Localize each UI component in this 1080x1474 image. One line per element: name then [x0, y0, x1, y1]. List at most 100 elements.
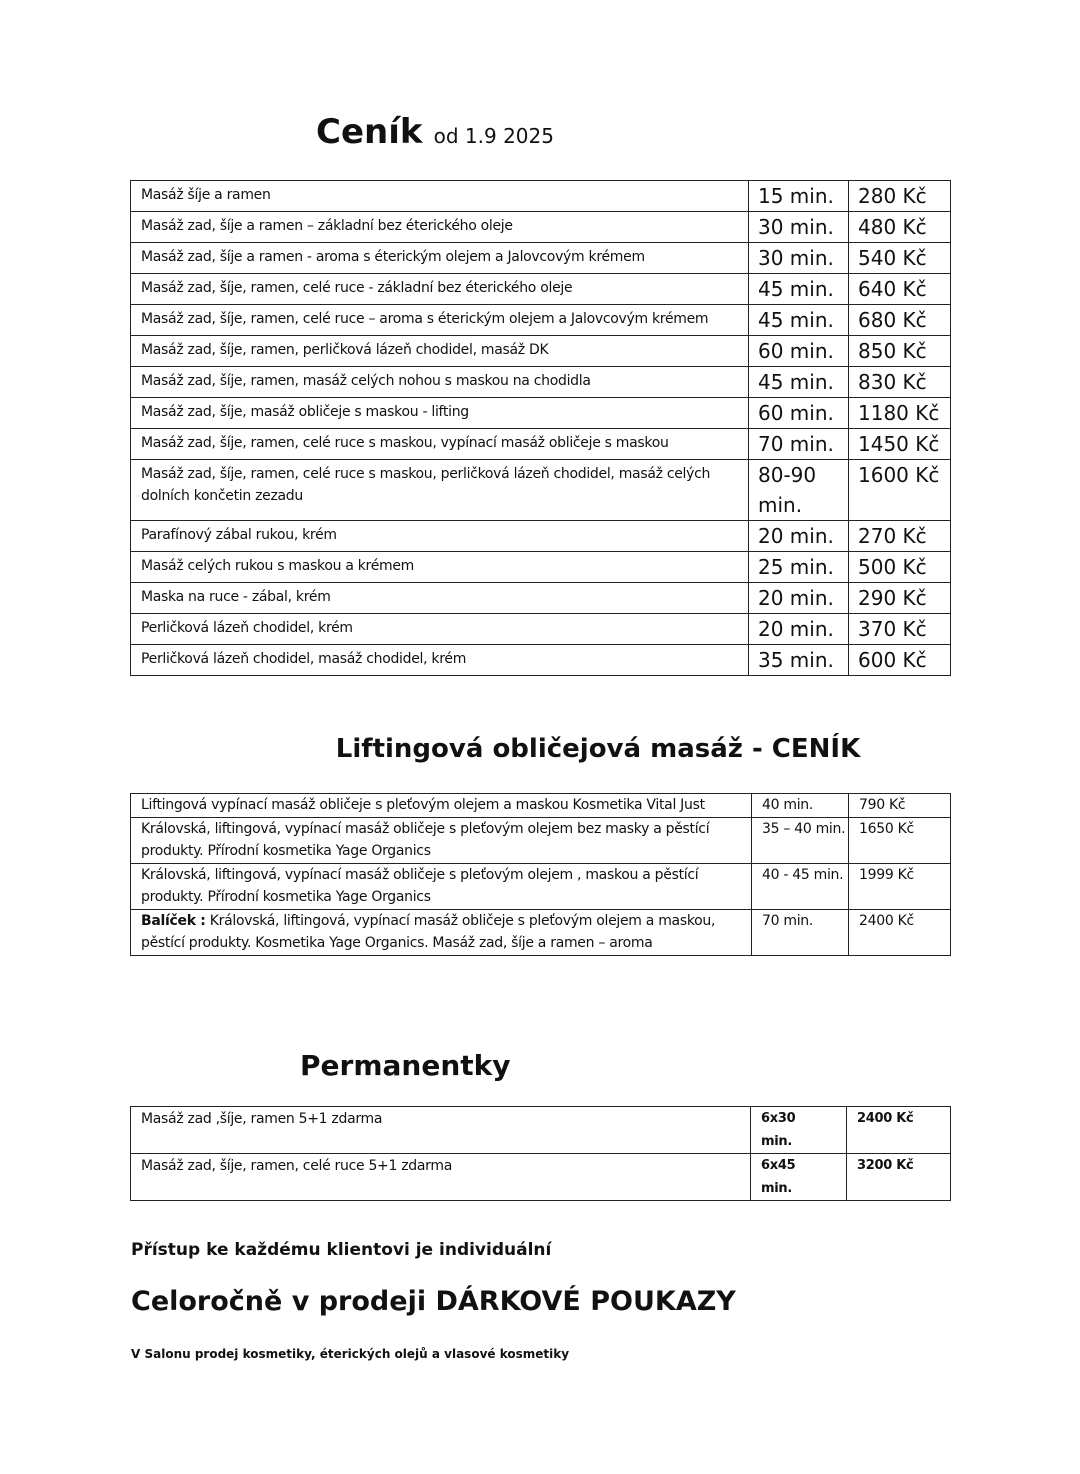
service-price: 270 Kč	[848, 520, 951, 552]
service-price: 500 Kč	[848, 551, 951, 583]
service-duration: 20 min.	[748, 520, 849, 552]
duration-text: 70 min.	[758, 432, 834, 456]
service-description: Masáž zad, šíje, ramen, celé ruce – arom…	[130, 304, 749, 336]
title-date: od 1.9 2025	[433, 124, 554, 148]
service-duration: 60 min.	[748, 335, 849, 367]
duration-text: 40 - 45 min.	[762, 866, 844, 883]
title-main: Ceník	[316, 112, 423, 152]
service-description: Masáž zad, šíje, ramen, celé ruce s mask…	[130, 459, 749, 521]
service-duration: 35 min.	[748, 644, 849, 676]
service-description: Masáž zad, šíje, ramen, perličková lázeň…	[130, 335, 749, 367]
service-duration: 60 min.	[748, 397, 849, 429]
service-description: Masáž zad, šíje a ramen - aroma s éteric…	[130, 242, 749, 274]
duration-text: 15 min.	[758, 184, 834, 208]
duration-text: 35 – 40 min.	[762, 820, 846, 837]
table-row: Masáž zad, šíje, masáž obličeje s maskou…	[130, 397, 951, 429]
duration-text: 30 min.	[758, 246, 834, 270]
page-title: Ceník od 1.9 2025	[0, 112, 1080, 152]
description-text: Masáž zad, šíje, ramen, celé ruce - zákl…	[141, 280, 573, 296]
description-text: Masáž zad, šíje, ramen, perličková lázeň…	[141, 342, 549, 358]
table-row: Masáž šíje a ramen 15 min. 280 Kč	[130, 180, 951, 212]
service-duration: 80-90 min.	[748, 459, 849, 521]
duration-text: 40 min.	[762, 797, 814, 813]
service-price: 640 Kč	[848, 273, 951, 305]
table-row: Masáž zad, šíje a ramen - aroma s éteric…	[130, 242, 951, 274]
service-duration: 15 min.	[748, 180, 849, 212]
service-description: Královská, liftingová, vypínací masáž ob…	[130, 816, 752, 864]
table-row: Masáž zad, šíje, ramen, celé ruce s mask…	[130, 428, 951, 460]
service-duration: 45 min.	[748, 304, 849, 336]
duration-text: 60 min.	[758, 339, 834, 363]
duration-text: 6x30 min.	[761, 1111, 796, 1149]
table-row: Masáž zad, šíje, ramen, celé ruce s mask…	[130, 459, 951, 521]
service-price: 680 Kč	[848, 304, 951, 336]
service-description: Masáž šíje a ramen	[130, 180, 749, 212]
service-description: Perličková lázeň chodidel, krém	[130, 613, 749, 645]
service-price: 3200 Kč	[846, 1153, 951, 1201]
service-duration: 40 min.	[751, 793, 849, 818]
service-price: 600 Kč	[848, 644, 951, 676]
description-text: Masáž zad, šíje, masáž obličeje s maskou…	[141, 404, 469, 420]
description-text: Liftingová vypínací masáž obličeje s ple…	[141, 797, 705, 813]
service-price: 830 Kč	[848, 366, 951, 398]
table-row: Masáž zad, šíje, ramen, perličková lázeň…	[130, 335, 951, 367]
duration-text: 20 min.	[758, 586, 834, 610]
service-price: 280 Kč	[848, 180, 951, 212]
table-row: Liftingová vypínací masáž obličeje s ple…	[130, 793, 951, 818]
service-description: Masáž zad, šíje a ramen – základní bez é…	[130, 211, 749, 243]
service-price: 290 Kč	[848, 582, 951, 614]
description-text: Masáž zad, šíje, ramen, celé ruce 5+1 zd…	[141, 1158, 452, 1174]
table-row: Masáž zad, šíje a ramen – základní bez é…	[130, 211, 951, 243]
duration-text: 45 min.	[758, 277, 834, 301]
service-duration: 70 min.	[748, 428, 849, 460]
table-row: Maska na ruce - zábal, krém 20 min. 290 Kč	[130, 582, 951, 614]
permanentky-title: Permanentky	[300, 1049, 511, 1082]
table-row: Masáž zad, šíje, ramen, celé ruce 5+1 zd…	[130, 1153, 951, 1201]
permanentky-table: Masáž zad ,šíje, ramen 5+1 zdarma 6x30 mi…	[130, 1106, 951, 1201]
service-description: Maska na ruce - zábal, krém	[130, 582, 749, 614]
description-text: Maska na ruce - zábal, krém	[141, 589, 331, 605]
service-price: 2400 Kč	[848, 908, 951, 956]
service-duration: 25 min.	[748, 551, 849, 583]
price-table: Masáž šíje a ramen 15 min. 280 Kč Masáž zad…	[130, 180, 951, 676]
table-row: Masáž zad, šíje, ramen, celé ruce – arom…	[130, 304, 951, 336]
individual-note: Přístup ke každému klientovi je individu…	[131, 1240, 552, 1260]
service-duration: 45 min.	[748, 366, 849, 398]
duration-text: 45 min.	[758, 308, 834, 332]
table-row: Královská, liftingová, vypínací masáž ob…	[130, 816, 951, 864]
table-row: Perličková lázeň chodidel, krém 20 min. 37…	[130, 613, 951, 645]
service-duration: 6x45 min.	[750, 1153, 847, 1201]
table-row: Parafínový zábal rukou, krém 20 min. 270 K…	[130, 520, 951, 552]
description-text: Masáž zad, šíje, ramen, celé ruce – arom…	[141, 311, 709, 327]
service-description: Masáž zad, šíje, ramen, celé ruce - zákl…	[130, 273, 749, 305]
service-price: 370 Kč	[848, 613, 951, 645]
lifting-table: Liftingová vypínací masáž obličeje s ple…	[130, 793, 951, 956]
service-price: 850 Kč	[848, 335, 951, 367]
duration-text: 25 min.	[758, 555, 834, 579]
service-price: 790 Kč	[848, 793, 951, 818]
package-label: Balíček :	[141, 912, 206, 929]
description-text: Parafínový zábal rukou, krém	[141, 527, 337, 543]
service-description: Masáž zad, šíje, ramen, masáž celých noh…	[130, 366, 749, 398]
service-duration: 45 min.	[748, 273, 849, 305]
service-duration: 70 min.	[751, 908, 849, 956]
duration-text: 6x45 min.	[761, 1158, 796, 1196]
service-price: 1450 Kč	[848, 428, 951, 460]
service-description: Masáž zad, šíje, ramen, celé ruce s mask…	[130, 428, 749, 460]
table-row: Masáž celých rukou s maskou a krémem 25 m…	[130, 551, 951, 583]
service-description: Masáž zad ,šíje, ramen 5+1 zdarma	[130, 1106, 751, 1154]
duration-text: 80-90 min.	[758, 463, 817, 517]
table-row: Královská, liftingová, vypínací masáž ob…	[130, 862, 951, 910]
duration-text: 45 min.	[758, 370, 834, 394]
description-text: Královská, liftingová, vypínací masáž ob…	[141, 866, 699, 906]
service-price: 1600 Kč	[848, 459, 951, 521]
description-text: Masáž zad, šíje a ramen - aroma s éteric…	[141, 249, 645, 265]
description-text: Masáž zad, šíje, ramen, celé ruce s mask…	[141, 466, 711, 504]
description-text: Masáž celých rukou s maskou a krémem	[141, 558, 415, 574]
vouchers-note: Celoročně v prodeji DÁRKOVÉ POUKAZY	[131, 1286, 736, 1317]
service-duration: 40 - 45 min.	[751, 862, 849, 910]
description-text: Královská, liftingová, vypínací masáž ob…	[141, 820, 710, 860]
service-duration: 30 min.	[748, 242, 849, 274]
service-description: Masáž zad, šíje, masáž obličeje s maskou…	[130, 397, 749, 429]
service-duration: 6x30 min.	[750, 1106, 847, 1154]
